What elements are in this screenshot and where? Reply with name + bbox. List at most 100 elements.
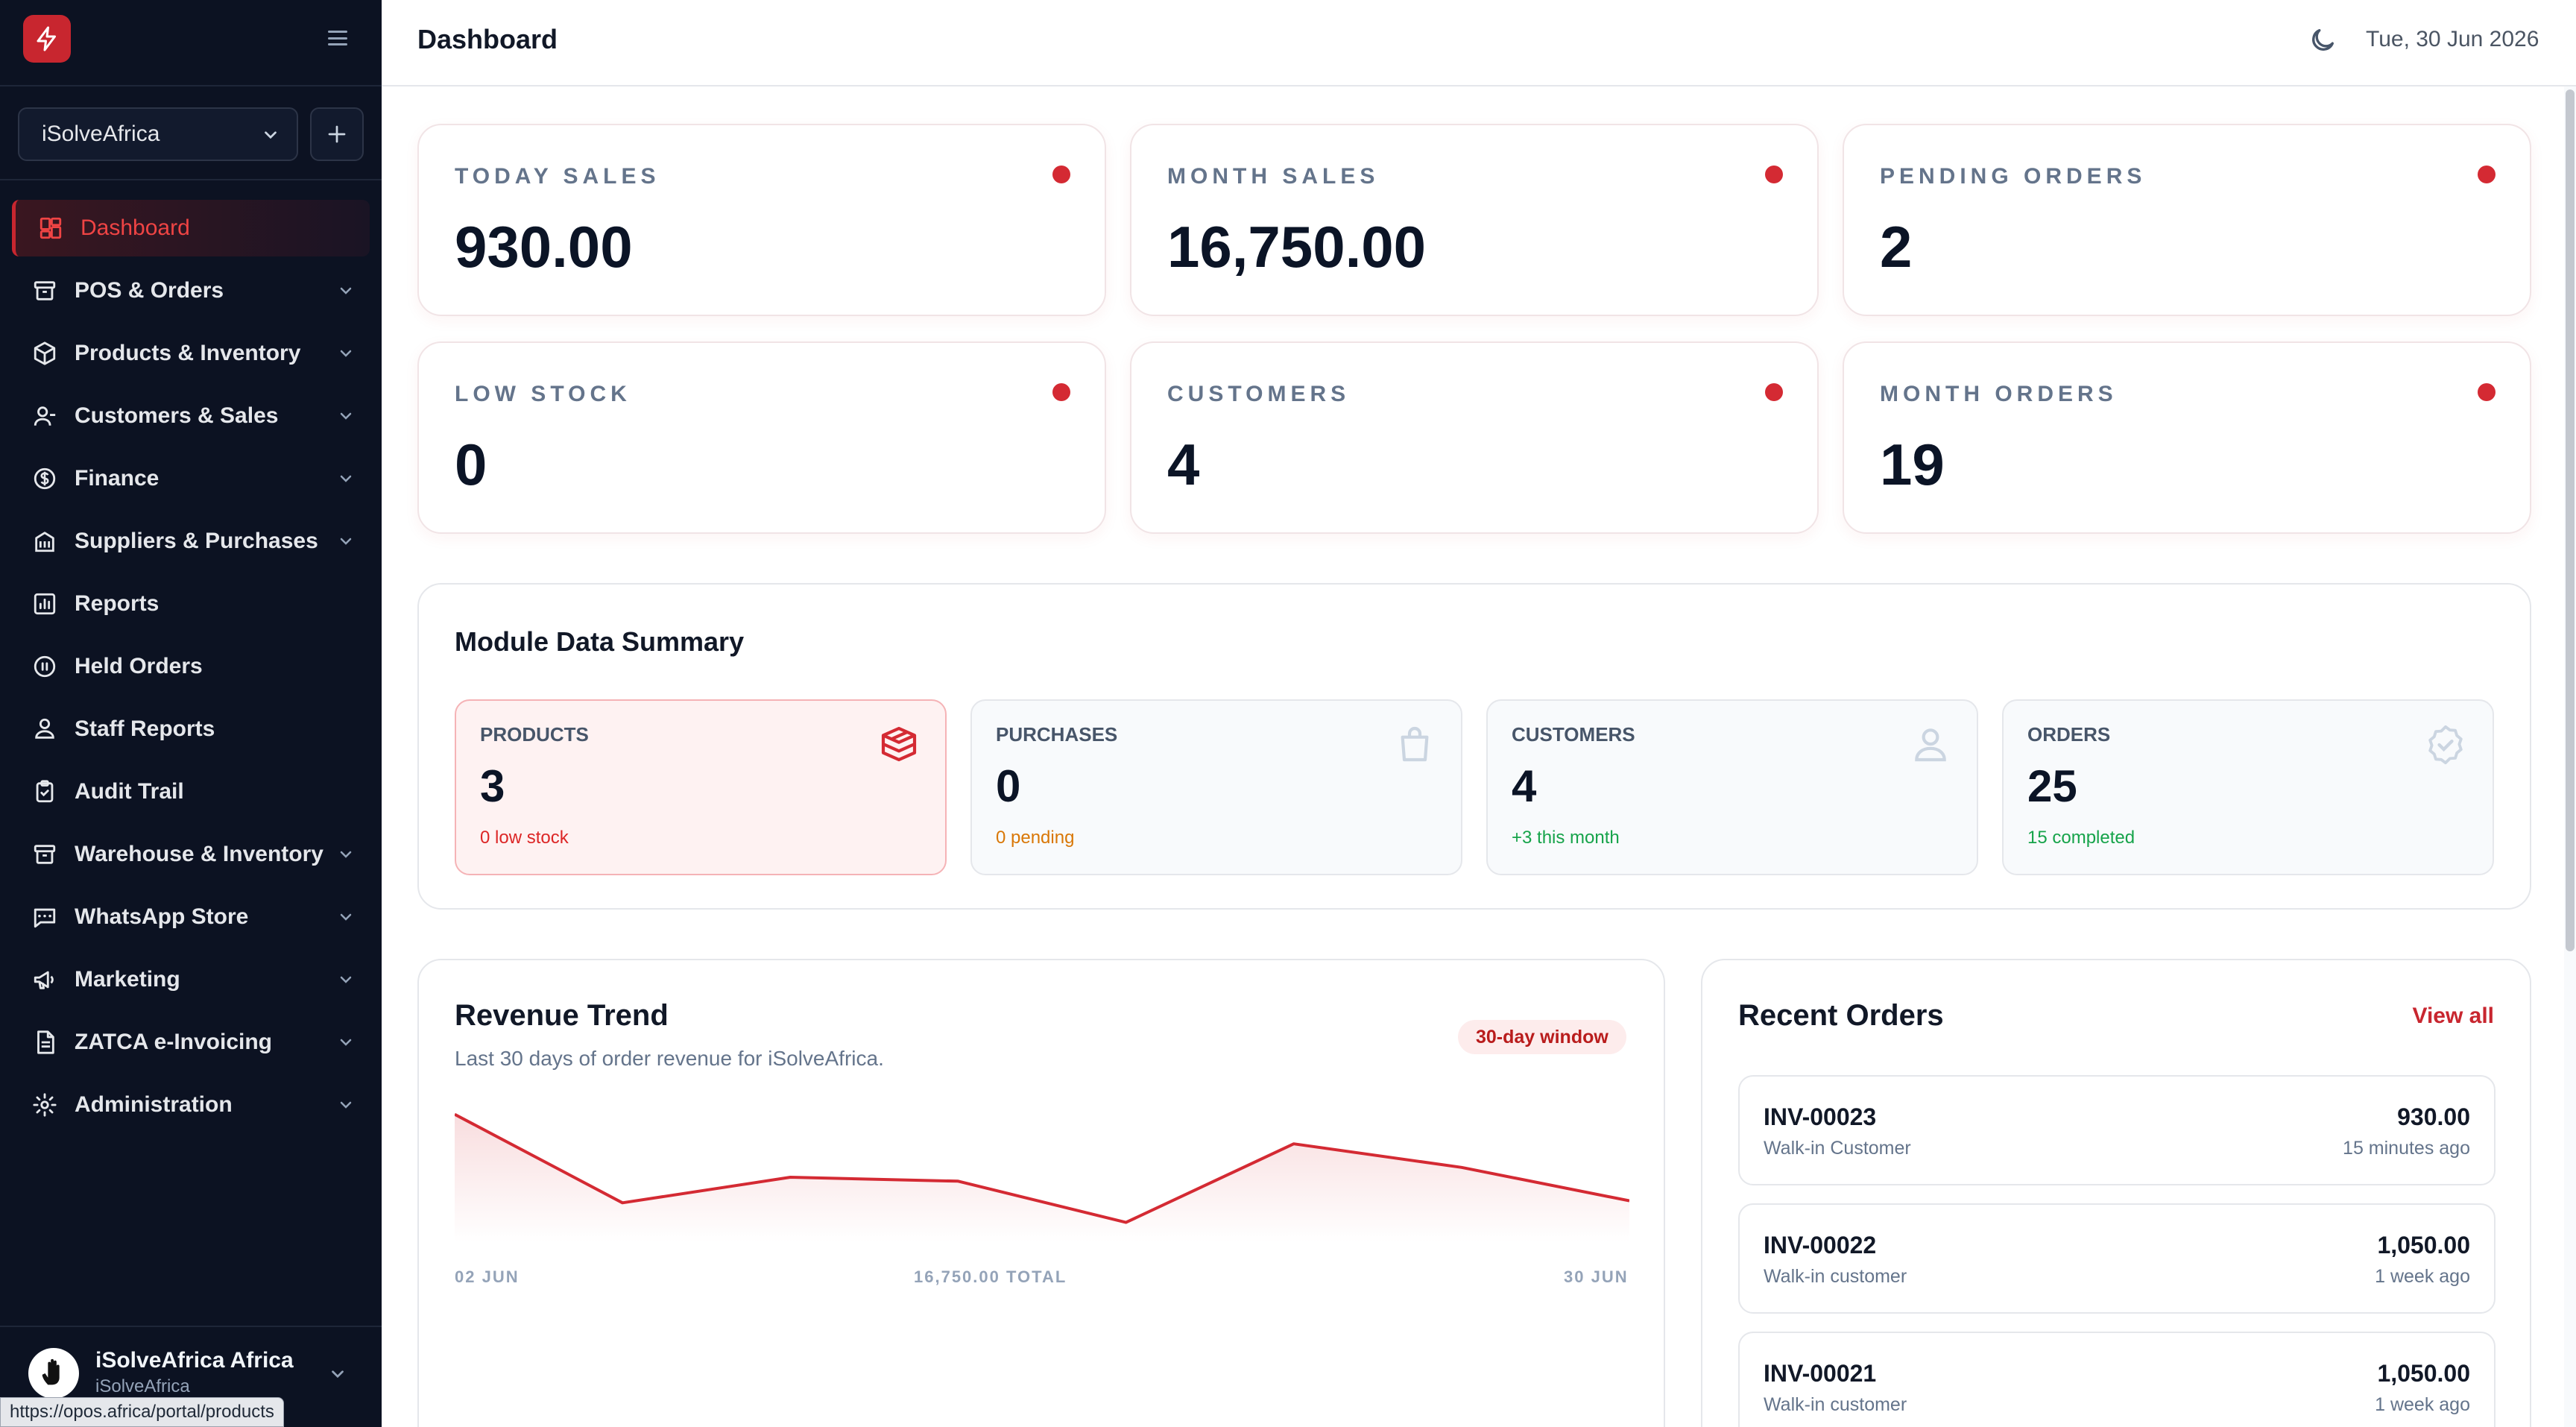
order-time: 1 week ago xyxy=(2375,1394,2470,1415)
section-title: Module Data Summary xyxy=(455,626,745,657)
tile-subtext: +3 this month xyxy=(1512,828,1620,848)
user-icon xyxy=(1915,728,1946,762)
users-icon xyxy=(30,401,60,431)
scrollbar-thumb[interactable] xyxy=(2566,89,2575,951)
tile-subtext: 0 low stock xyxy=(480,828,569,848)
tile-value: 4 xyxy=(1512,761,1537,811)
order-row[interactable]: INV-00022 Walk-in customer 1,050.00 1 we… xyxy=(1738,1203,2496,1314)
chevron-down-icon xyxy=(340,851,352,858)
sidebar-item-products-inventory[interactable]: Products & Inventory xyxy=(12,325,370,382)
add-store-button[interactable] xyxy=(310,107,364,161)
tile-value: 0 xyxy=(996,761,1021,811)
status-bar-url: https://opos.africa/portal/products xyxy=(0,1397,284,1427)
stat-label: LOW STOCK xyxy=(455,382,631,406)
tile-label: CUSTOMERS xyxy=(1512,723,1635,746)
tile-value: 3 xyxy=(480,761,505,811)
sidebar-item-staff-reports[interactable]: Staff Reports xyxy=(12,701,370,757)
sidebar-item-finance[interactable]: Finance xyxy=(12,450,370,507)
stat-label: MONTH SALES xyxy=(1167,164,1380,189)
order-amount: 930.00 xyxy=(2397,1103,2470,1130)
x-axis-start-label: 02 JUN xyxy=(455,1267,520,1286)
status-dot xyxy=(1052,383,1070,401)
sidebar-item-whatsapp-store[interactable]: WhatsApp Store xyxy=(12,889,370,945)
tile-value: 25 xyxy=(2027,761,2077,811)
stat-card-today-sales: TODAY SALES 930.00 xyxy=(417,124,1106,316)
module-tile-customers[interactable]: CUSTOMERS 4 +3 this month xyxy=(1486,699,1978,875)
order-customer: Walk-in Customer xyxy=(1764,1138,1911,1159)
chevron-down-icon xyxy=(340,538,352,545)
top-header: Dashboard Tue, 30 Jun 2026 xyxy=(382,0,2576,86)
chevron-down-icon xyxy=(340,913,352,921)
sidebar-item-warehouse-inventory[interactable]: Warehouse & Inventory xyxy=(12,826,370,883)
file-text-icon xyxy=(30,1027,60,1057)
sidebar-item-reports[interactable]: Reports xyxy=(12,576,370,632)
tile-subtext: 0 pending xyxy=(996,828,1075,848)
badge-check-icon xyxy=(2428,725,2463,765)
store-selector[interactable]: iSolveAfrica xyxy=(18,107,298,161)
chevron-down-icon xyxy=(340,412,352,420)
x-axis-total-label: 16,750.00 TOTAL xyxy=(914,1267,1067,1286)
status-dot xyxy=(1052,166,1070,183)
page-title: Dashboard xyxy=(417,24,558,54)
sidebar-item-label: Suppliers & Purchases xyxy=(75,529,318,553)
order-amount: 1,050.00 xyxy=(2377,1232,2470,1259)
stat-label: CUSTOMERS xyxy=(1167,382,1351,406)
archive-icon xyxy=(30,839,60,869)
order-id: INV-00022 xyxy=(1764,1232,1877,1259)
window-badge: 30-day window xyxy=(1458,1020,1626,1054)
stat-card-customers: CUSTOMERS 4 xyxy=(1130,341,1819,534)
module-tile-purchases[interactable]: PURCHASES 0 0 pending xyxy=(970,699,1462,875)
order-id: INV-00023 xyxy=(1764,1103,1877,1130)
sidebar-item-suppliers-purchases[interactable]: Suppliers & Purchases xyxy=(12,513,370,570)
sidebar-item-administration[interactable]: Administration xyxy=(12,1077,370,1133)
revenue-series-line xyxy=(455,1112,1629,1224)
sidebar-item-dashboard[interactable]: Dashboard xyxy=(12,200,370,256)
order-time: 15 minutes ago xyxy=(2343,1138,2470,1159)
divider xyxy=(0,85,382,86)
moon-icon[interactable] xyxy=(2308,25,2337,55)
sidebar-item-label: ZATCA e-Invoicing xyxy=(75,1030,272,1054)
recent-orders-title: Recent Orders xyxy=(1738,999,1944,1032)
sidebar-item-zatca-e-invoicing[interactable]: ZATCA e-Invoicing xyxy=(12,1014,370,1071)
view-all-link[interactable]: View all xyxy=(2412,1004,2494,1028)
order-amount: 1,050.00 xyxy=(2377,1360,2470,1387)
sidebar-item-label: Held Orders xyxy=(75,654,203,678)
status-dot xyxy=(2478,383,2496,401)
dollar-circle-icon xyxy=(30,464,60,494)
gear-icon xyxy=(30,1090,60,1120)
module-tile-orders[interactable]: ORDERS 25 15 completed xyxy=(2002,699,2494,875)
package-icon xyxy=(881,726,917,762)
stat-label: PENDING ORDERS xyxy=(1880,164,2147,189)
chevron-down-icon xyxy=(340,350,352,357)
stat-card-pending-orders: PENDING ORDERS 2 xyxy=(1843,124,2531,316)
sidebar-item-held-orders[interactable]: Held Orders xyxy=(12,638,370,695)
order-row[interactable]: INV-00023 Walk-in Customer 930.00 15 min… xyxy=(1738,1075,2496,1185)
archive-icon xyxy=(30,276,60,306)
sidebar-item-marketing[interactable]: Marketing xyxy=(12,951,370,1008)
menu-toggle-icon[interactable] xyxy=(326,27,349,49)
sidebar-item-label: Dashboard xyxy=(80,215,190,240)
sidebar-item-label: Audit Trail xyxy=(75,779,184,804)
chevron-down-icon xyxy=(340,1039,352,1046)
stat-value: 19 xyxy=(1880,432,1945,497)
user-org: iSolveAfrica xyxy=(95,1376,190,1396)
sidebar: iSolveAfrica Dashboard POS & Orders Prod… xyxy=(0,0,382,1427)
order-id: INV-00021 xyxy=(1764,1360,1877,1387)
module-tile-products[interactable]: PRODUCTS 3 0 low stock xyxy=(455,699,947,875)
stat-value: 0 xyxy=(455,432,487,497)
status-dot xyxy=(2478,166,2496,183)
sidebar-item-label: Products & Inventory xyxy=(75,341,301,365)
user-name: iSolveAfrica Africa xyxy=(95,1348,294,1373)
sidebar-item-audit-trail[interactable]: Audit Trail xyxy=(12,763,370,820)
current-date: Tue, 30 Jun 2026 xyxy=(2366,27,2539,51)
sidebar-item-pos-orders[interactable]: POS & Orders xyxy=(12,262,370,319)
hand-logo-icon xyxy=(42,1358,60,1385)
store-selector-value: iSolveAfrica xyxy=(42,122,160,146)
user-menu[interactable]: iSolveAfrica Africa iSolveAfrica xyxy=(0,1327,382,1427)
sidebar-item-customers-sales[interactable]: Customers & Sales xyxy=(12,388,370,444)
status-dot xyxy=(1765,383,1783,401)
status-dot xyxy=(1765,166,1783,183)
app-logo[interactable] xyxy=(23,15,71,63)
pause-circle-icon xyxy=(30,652,60,681)
order-row[interactable]: INV-00021 Walk-in customer 1,050.00 1 we… xyxy=(1738,1332,2496,1427)
